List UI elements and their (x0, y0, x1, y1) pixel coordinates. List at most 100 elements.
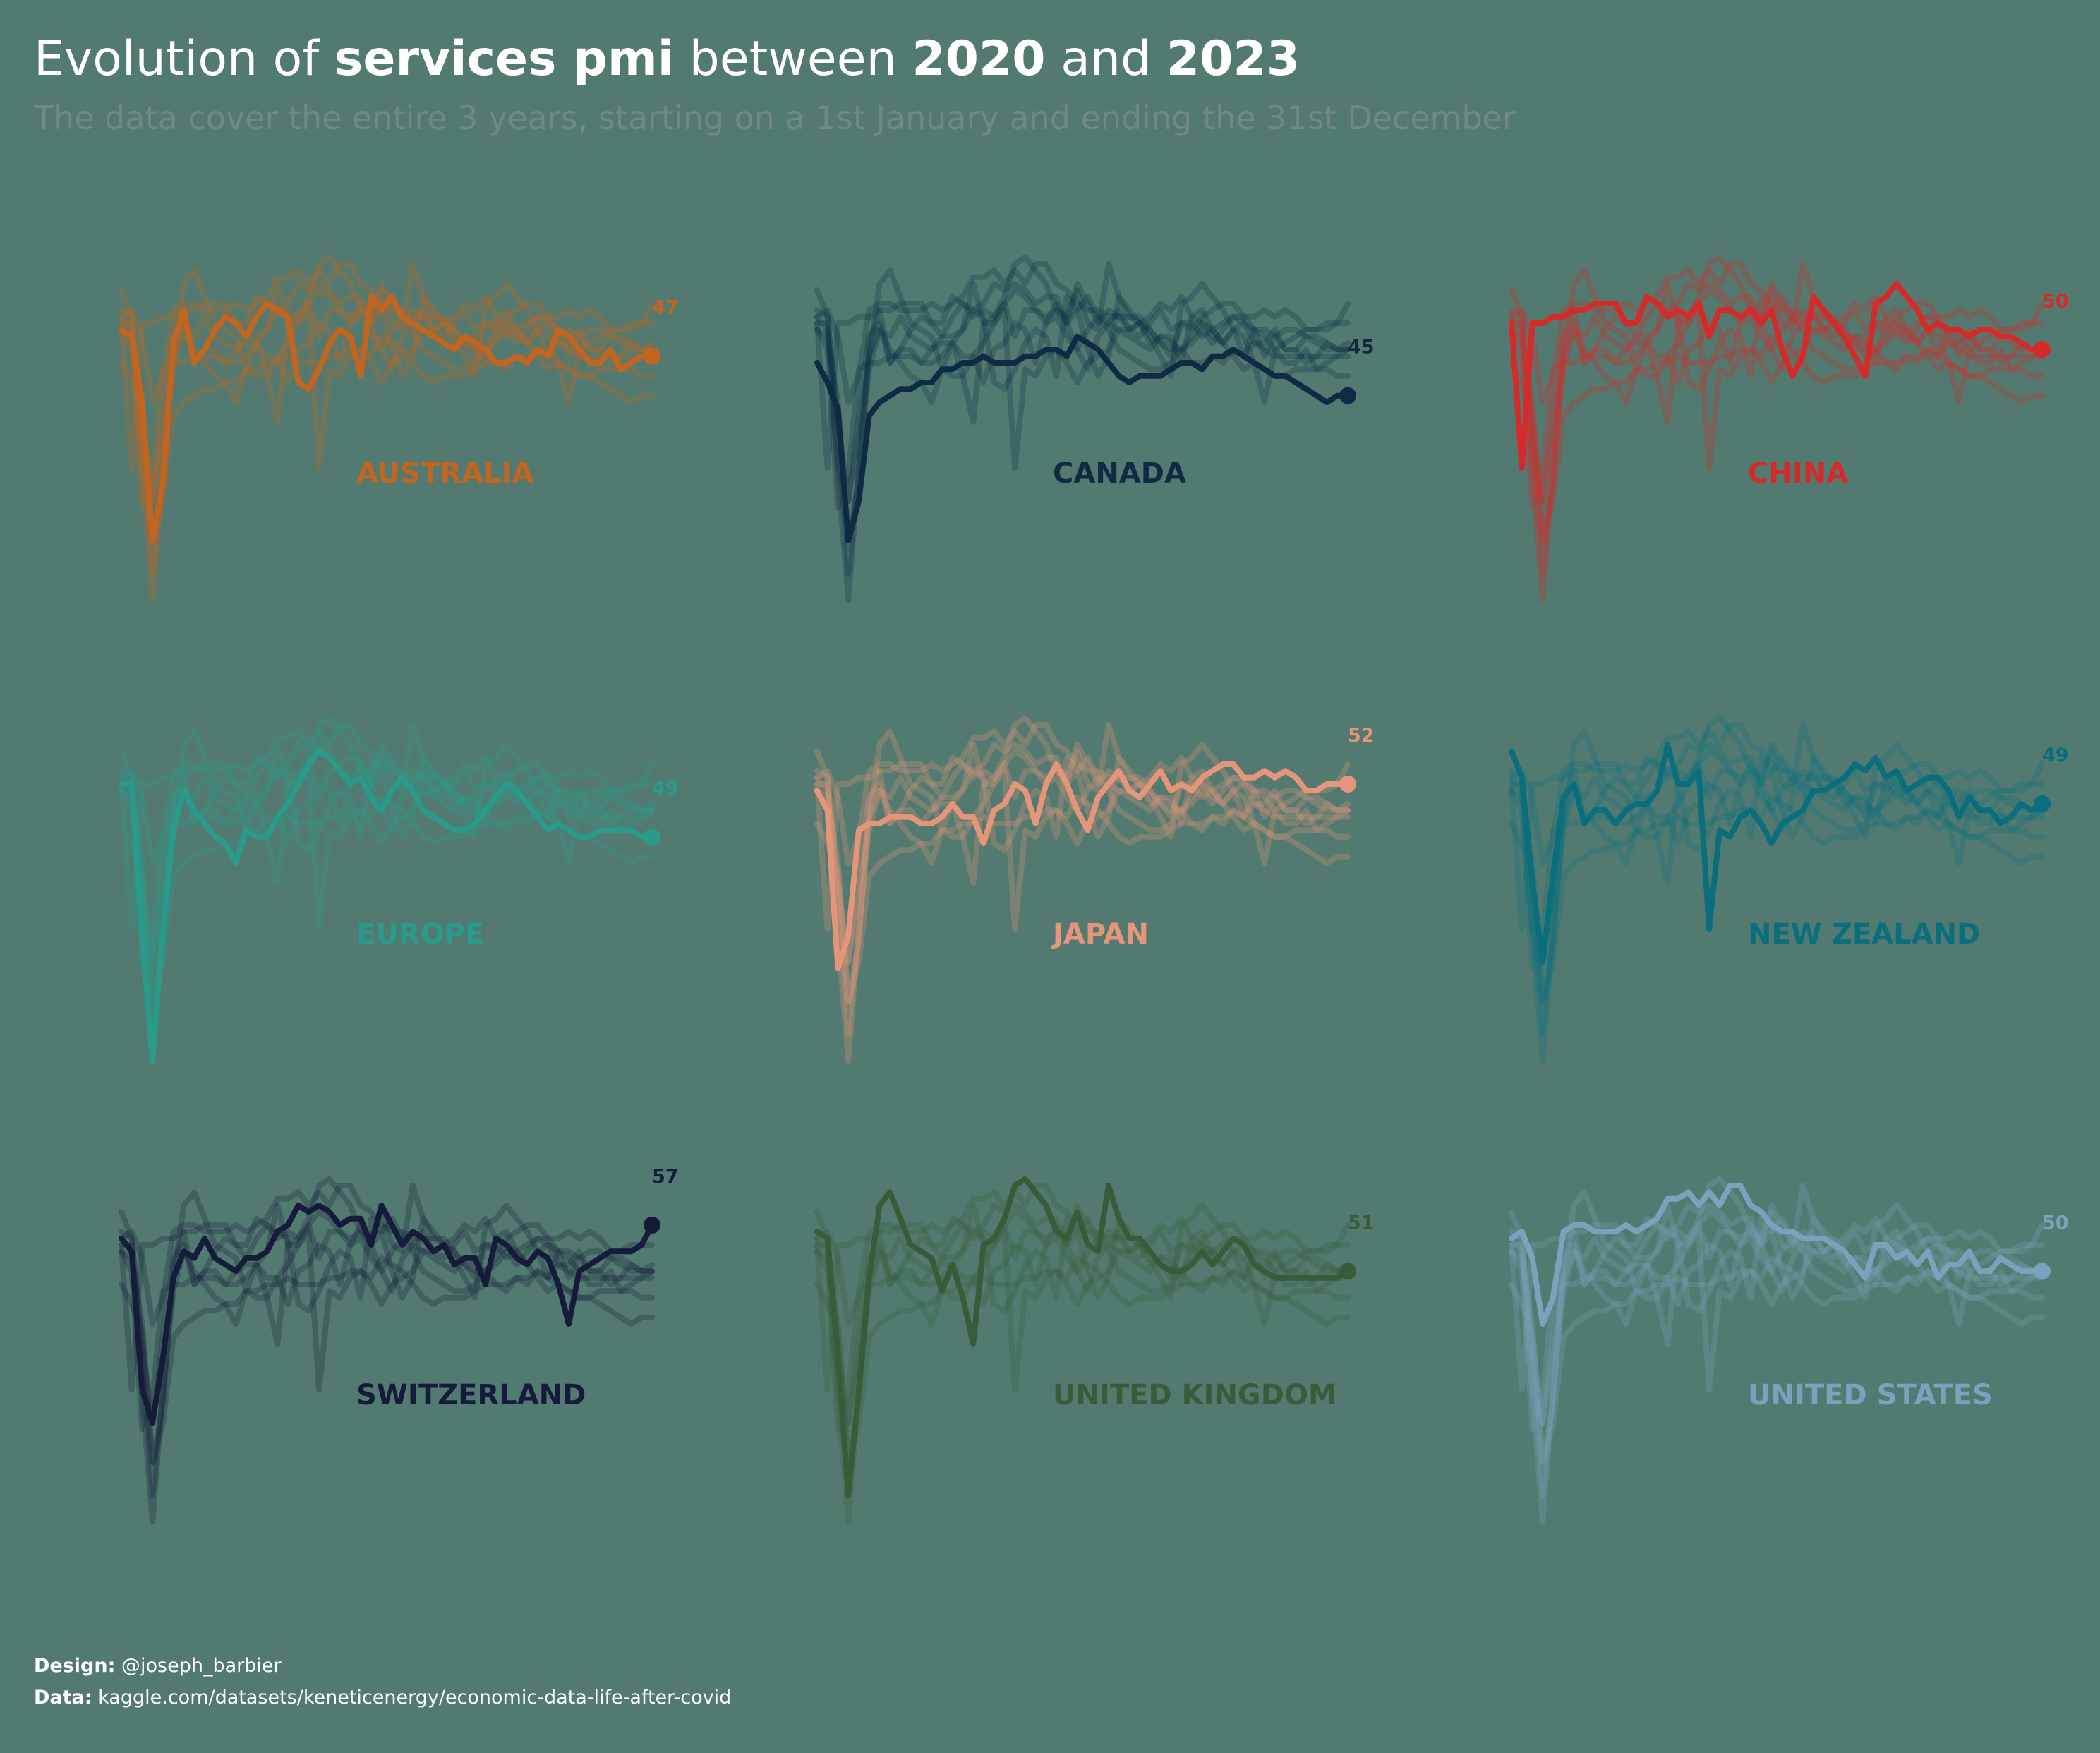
series-line-canada (814, 333, 1351, 543)
background-series-line-europe (1509, 748, 2045, 1064)
background-series-line-new-zealand (119, 281, 655, 504)
last-value-label: 52 (1348, 725, 1375, 747)
end-point-marker (1339, 776, 1356, 793)
last-value-label: 47 (652, 297, 679, 319)
background-series-line-australia (814, 294, 1351, 543)
end-point-marker (2034, 1263, 2051, 1280)
background-series-line-japan (119, 301, 655, 511)
panel-label-europe: EUROPE (356, 918, 484, 951)
background-series-line-canada (814, 1255, 1351, 1465)
background-series-line-japan (1509, 1222, 2045, 1433)
panel-label-australia: AUSTRALIA (356, 457, 533, 490)
panel-united-kingdom: 51 UNITED KINGDOM (814, 1176, 1375, 1524)
end-point-marker (1339, 387, 1356, 404)
last-value-label: 50 (2042, 1212, 2069, 1234)
last-value-label: 49 (652, 778, 679, 800)
background-series-line-australia (119, 754, 655, 1004)
background-series-line-switzerland (119, 281, 655, 504)
background-series-line-new-zealand (119, 742, 655, 965)
last-value-label: 50 (2042, 290, 2069, 312)
background-series-line-new-zealand (814, 742, 1351, 965)
background-series-line-australia (119, 1215, 655, 1465)
background-series-line-new-zealand (1509, 281, 2045, 504)
series-line-china (1509, 281, 2045, 471)
panel-new-zealand: 49 NEW ZEALAND (1509, 715, 2069, 1064)
series-line-switzerland (119, 1203, 655, 1426)
background-series-line-new-zealand (814, 281, 1351, 504)
panel-label-china: CHINA (1748, 457, 1848, 490)
background-series-line-switzerland (814, 742, 1351, 965)
background-series-line-switzerland (1509, 1203, 2045, 1426)
panel-label-united-kingdom: UNITED KINGDOM (1053, 1379, 1336, 1411)
background-series-line-switzerland (119, 742, 655, 965)
background-series-line-switzerland (814, 1203, 1351, 1426)
last-value-label: 49 (2042, 745, 2069, 766)
background-series-line-united-states (1509, 261, 2045, 405)
background-series-line-europe (814, 748, 1351, 1064)
background-series-line-europe (1509, 1209, 2045, 1524)
background-series-line-australia (1509, 754, 2045, 1004)
design-credit: Design: @joseph_barbier (34, 1655, 282, 1677)
background-series-line-japan (814, 1222, 1351, 1433)
series-line-japan (814, 761, 1351, 972)
last-value-label: 45 (1348, 337, 1375, 359)
background-series-line-switzerland (1509, 742, 2045, 965)
panel-australia: 47 AUSTRALIA (119, 254, 679, 603)
panel-label-new-zealand: NEW ZEALAND (1748, 918, 1980, 951)
background-series-line-japan (1509, 761, 2045, 972)
panel-label-switzerland: SWITZERLAND (356, 1379, 586, 1411)
background-series-line-japan (119, 761, 655, 972)
background-series-line-europe (119, 1209, 655, 1524)
series-line-europe (119, 748, 655, 1064)
chart-title: Evolution of services pmi between 2020 a… (34, 31, 1301, 87)
panel-label-united-states: UNITED STATES (1748, 1379, 1993, 1411)
series-line-australia (119, 294, 655, 543)
end-point-marker (644, 828, 660, 845)
end-point-marker (2034, 341, 2051, 359)
background-series-line-united-kingdom (119, 1176, 655, 1498)
background-series-line-united-kingdom (814, 254, 1351, 577)
last-value-label: 57 (652, 1166, 679, 1188)
background-series-line-europe (119, 287, 655, 603)
background-series-line-switzerland (814, 281, 1351, 504)
background-series-line-china (1509, 1203, 2045, 1393)
background-series-line-united-kingdom (1509, 254, 2045, 577)
background-series-line-united-states (119, 722, 655, 866)
background-series-line-china (814, 742, 1351, 932)
series-line-united-kingdom (814, 1176, 1351, 1498)
last-value-label: 51 (1348, 1212, 1375, 1234)
background-series-line-new-zealand (119, 1203, 655, 1426)
panel-label-japan: JAPAN (1051, 918, 1149, 951)
background-series-line-japan (1509, 301, 2045, 511)
end-point-marker (644, 347, 660, 365)
background-series-line-canada (119, 333, 655, 543)
panel-united-states: 50 UNITED STATES (1509, 1176, 2069, 1524)
background-series-line-united-states (119, 1183, 655, 1327)
background-series-line-china (119, 1203, 655, 1393)
background-series-line-japan (814, 301, 1351, 511)
background-series-line-canada (814, 794, 1351, 1004)
panel-canada: 45 CANADA (814, 254, 1375, 603)
end-point-marker (2034, 795, 2051, 812)
end-point-marker (644, 1217, 660, 1234)
panel-japan: 52 JAPAN (814, 715, 1375, 1064)
background-series-line-united-states (814, 722, 1351, 866)
background-series-line-canada (1509, 794, 2045, 1004)
background-series-line-united-kingdom (119, 715, 655, 1037)
series-line-new-zealand (1509, 742, 2045, 965)
panel-china: 50 CHINA (1509, 254, 2069, 603)
data-source-credit: Data: kaggle.com/datasets/keneticenergy/… (34, 1687, 732, 1709)
background-series-line-japan (119, 1222, 655, 1433)
chart-subtitle: The data cover the entire 3 years, start… (34, 99, 1516, 137)
panel-europe: 49 EUROPE (119, 715, 679, 1064)
background-series-line-australia (814, 754, 1351, 1004)
background-series-line-switzerland (1509, 281, 2045, 504)
background-series-line-china (814, 281, 1351, 471)
series-line-united-states (1509, 1183, 2045, 1327)
background-series-line-australia (1509, 294, 2045, 543)
end-point-marker (1339, 1263, 1356, 1280)
background-series-line-canada (119, 1255, 655, 1465)
panel-switzerland: 57 SWITZERLAND (119, 1166, 679, 1524)
background-series-line-china (1509, 742, 2045, 932)
